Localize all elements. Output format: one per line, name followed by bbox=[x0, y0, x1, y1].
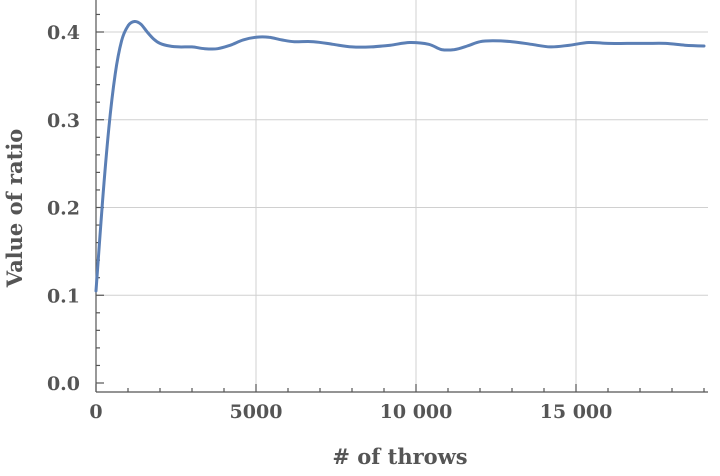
tick-labels-layer: 0 5000 10 000 15 000 0.0 0.1 0.2 0.3 0.4 bbox=[47, 22, 612, 423]
y-tick-label: 0.2 bbox=[47, 198, 80, 220]
ticks-layer bbox=[95, 13, 705, 392]
series-layer bbox=[94, 19, 706, 293]
y-axis-title: Value of ratio bbox=[2, 129, 27, 289]
y-tick-label: 0.0 bbox=[47, 373, 80, 395]
x-axis-title: # of throws bbox=[332, 444, 467, 469]
grid-layer bbox=[96, 0, 708, 392]
x-tick-label: 0 bbox=[89, 401, 102, 423]
axes-layer bbox=[95, 0, 708, 393]
x-tick-label: 15 000 bbox=[540, 401, 613, 423]
x-tick-label: 5000 bbox=[230, 401, 283, 423]
y-tick-label: 0.4 bbox=[47, 22, 80, 44]
series-line bbox=[94, 19, 706, 293]
y-tick-label: 0.3 bbox=[47, 110, 80, 132]
x-tick-label: 10 000 bbox=[380, 401, 453, 423]
y-tick-label: 0.1 bbox=[47, 285, 80, 307]
